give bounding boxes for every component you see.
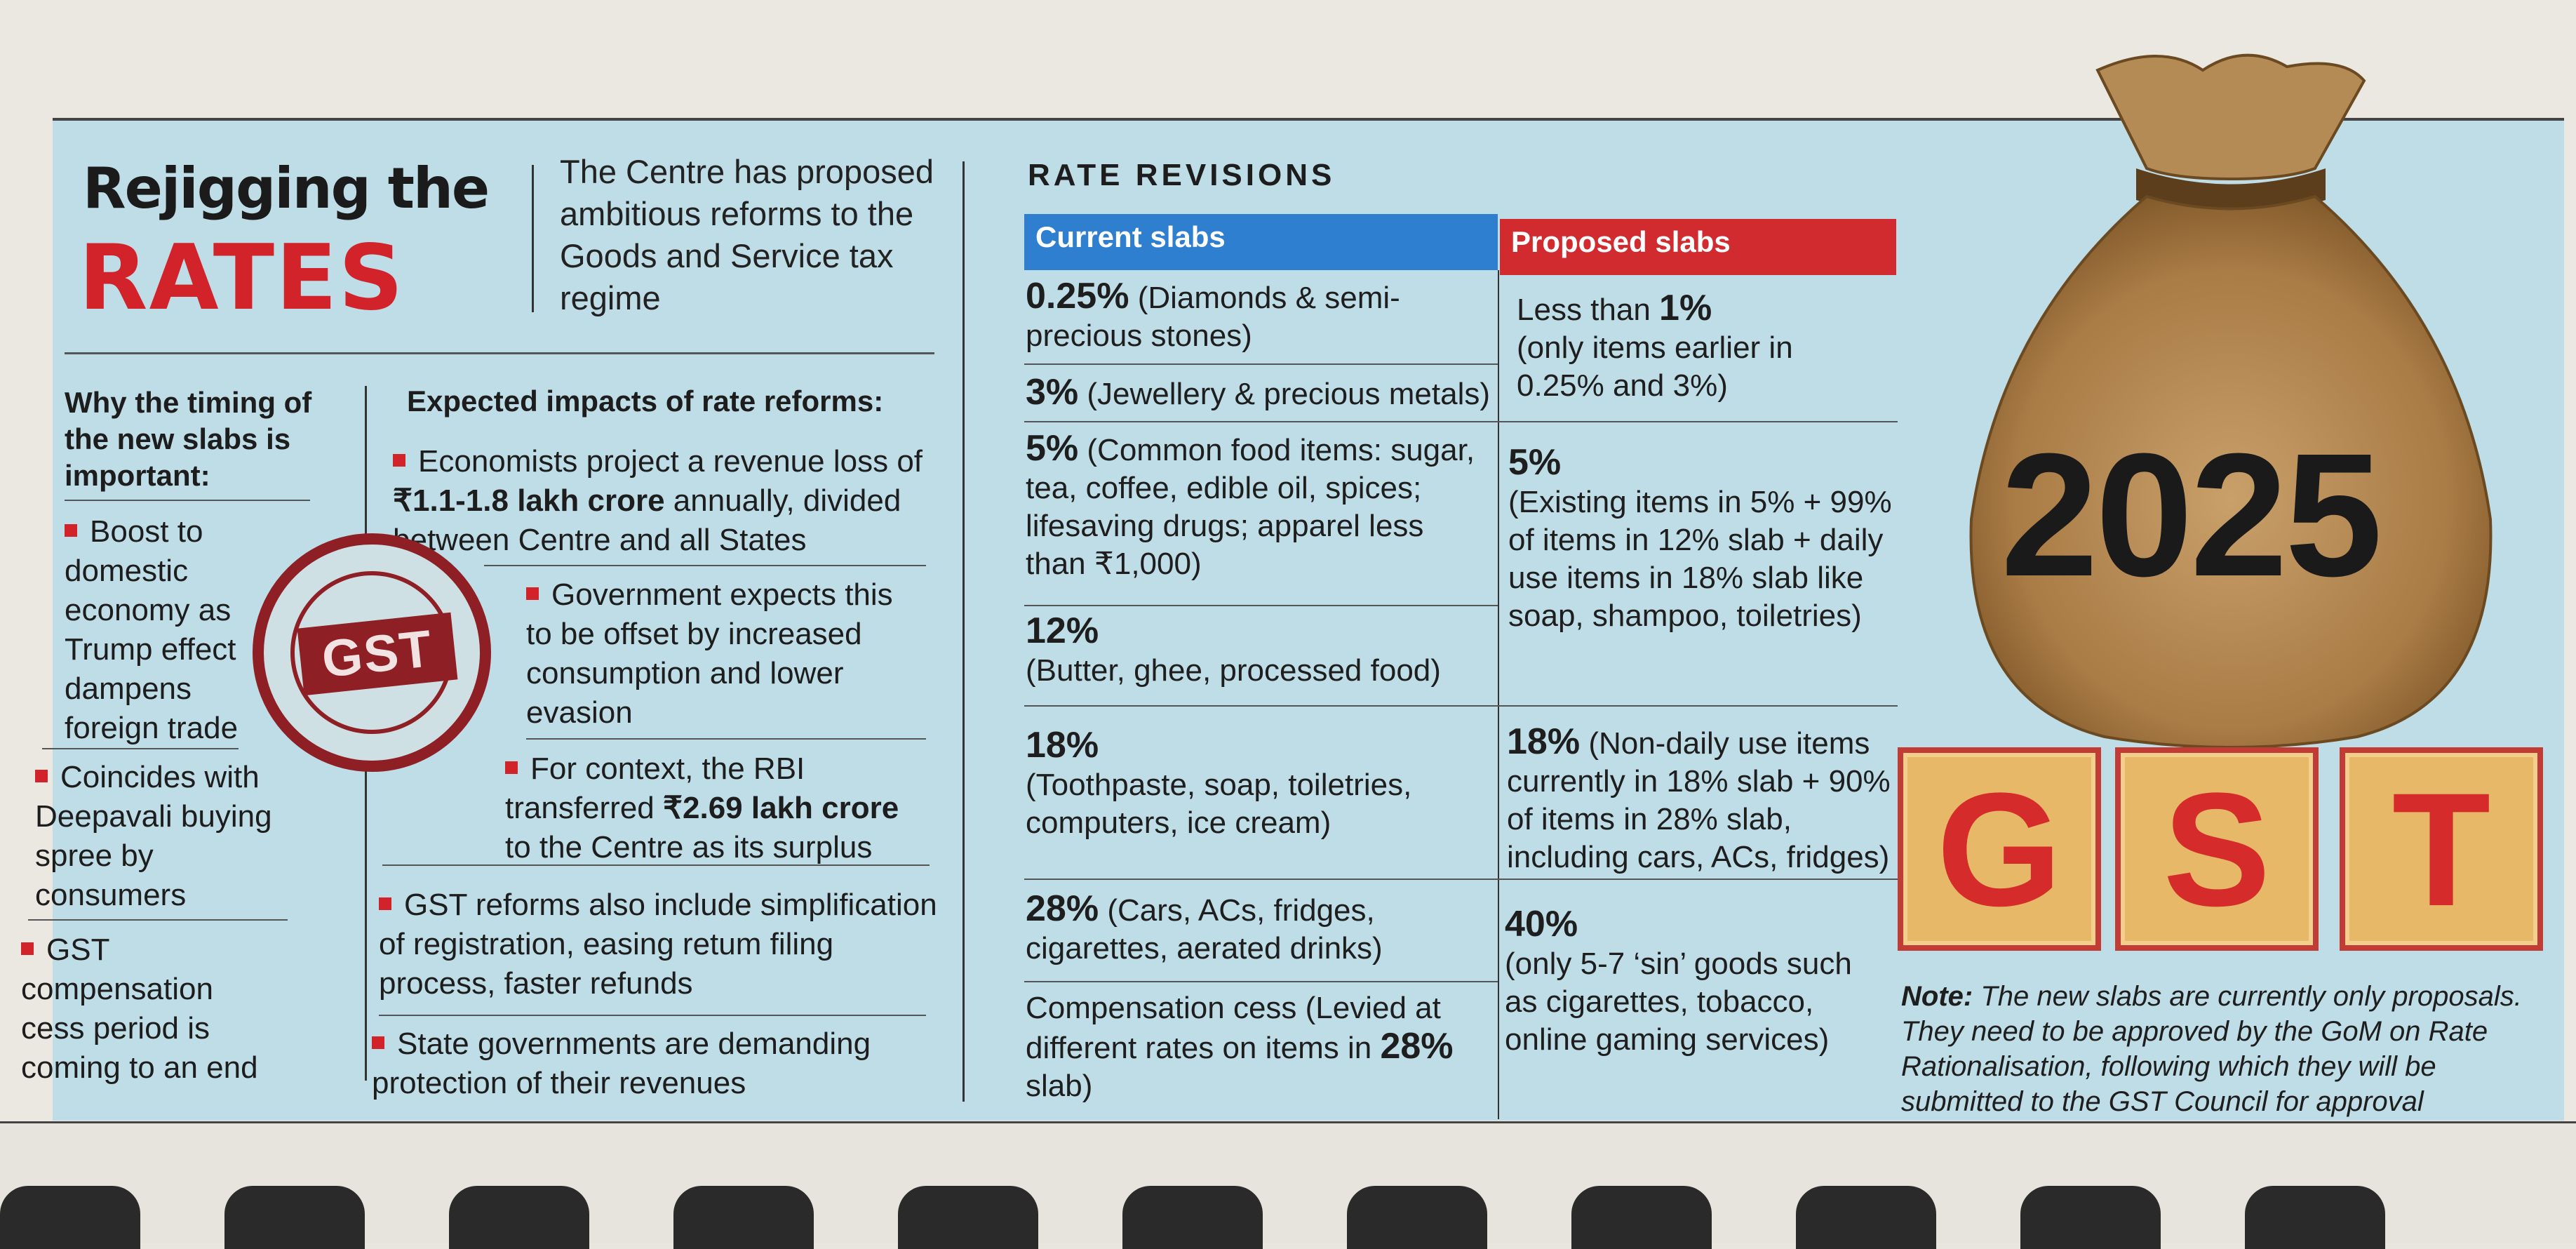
headline-line2: RATES xyxy=(79,226,405,330)
impact-item-1: Economists project a revenue loss of ₹1.… xyxy=(393,444,923,557)
row-rule xyxy=(1024,421,1898,422)
current-slab-4: 12% (Butter, ghee, processed food) xyxy=(1026,610,1441,688)
bullet-icon xyxy=(21,942,34,956)
letter-block-g: G xyxy=(1898,747,2101,951)
row-rule xyxy=(1024,879,1898,880)
why-item-2: Coincides with Deepavali buying spree by… xyxy=(35,760,272,912)
row-rule xyxy=(1024,705,1898,707)
current-slabs-header: Current slabs xyxy=(1024,214,1498,270)
bullet-icon xyxy=(379,897,391,911)
current-slab-1: 0.25% (Diamonds & semi-precious stones) xyxy=(1026,276,1400,353)
why-heading: Why the timing of the new slabs is impor… xyxy=(65,386,312,492)
proposed-slab-2: 5% (Existing items in 5% + 99% of items i… xyxy=(1508,442,1892,633)
impact-item-5: State governments are demanding protecti… xyxy=(372,1027,871,1100)
header-rule xyxy=(65,352,934,354)
impact-item-4: GST reforms also include simplification … xyxy=(379,888,937,1001)
bag-year-label: 2025 xyxy=(2001,417,2382,613)
rates-heading: RATE REVISIONS xyxy=(1028,158,1336,192)
proposed-slab-1: Less than 1% (only items earlier in 0.25%… xyxy=(1517,288,1793,403)
letter-block-s: S xyxy=(2115,747,2319,951)
row-rule xyxy=(1024,981,1498,982)
why-item-1: Boost to domestic economy as Trump effec… xyxy=(65,514,239,745)
bullet-icon xyxy=(526,587,539,601)
money-bag-icon xyxy=(1894,28,2568,765)
row-rule xyxy=(1024,605,1498,606)
impact-rule-2 xyxy=(526,738,926,740)
impact-item-3: For context, the RBI transferred ₹2.69 l… xyxy=(505,752,899,864)
next-headline-fragment xyxy=(0,1186,2576,1249)
proposed-slabs-header: Proposed slabs xyxy=(1500,219,1896,275)
impact-item-2: Government expects this to be offset by … xyxy=(526,577,893,730)
rates-divider xyxy=(962,161,965,1102)
intro-text: The Centre has proposed ambitious reform… xyxy=(560,153,934,316)
current-slab-7: Compensation cess (Levied at different r… xyxy=(1026,991,1454,1103)
note-text: Note: The new slabs are currently only p… xyxy=(1901,981,2522,1117)
row-rule xyxy=(1024,363,1498,365)
why-rule-2 xyxy=(42,748,239,749)
bullet-icon xyxy=(35,770,48,783)
why-rule-1 xyxy=(65,500,310,501)
header-divider xyxy=(532,165,534,312)
why-item-3: GST compensation cess period is coming t… xyxy=(21,933,258,1085)
current-slab-6: 28% (Cars, ACs, fridges, cigarettes, aer… xyxy=(1026,888,1383,966)
impact-rule-3 xyxy=(382,864,930,866)
impact-rule-1 xyxy=(484,565,926,566)
bullet-icon xyxy=(505,761,518,775)
letter-block-t: T xyxy=(2340,747,2543,951)
table-column-divider xyxy=(1498,270,1499,1119)
current-slab-3: 5% (Common food items: sugar, tea, coffe… xyxy=(1026,428,1475,581)
proposed-slab-3: 18% (Non-daily use items currently in 18… xyxy=(1507,721,1891,874)
current-slab-2: 3% (Jewellery & precious metals) xyxy=(1026,372,1491,413)
impacts-heading: Expected impacts of rate reforms: xyxy=(407,385,884,418)
proposed-slab-4: 40% (only 5-7 ‘sin’ goods such as cigaret… xyxy=(1505,904,1852,1057)
bullet-icon xyxy=(372,1036,384,1050)
bullet-icon xyxy=(393,454,405,467)
impact-rule-4 xyxy=(379,1015,926,1016)
headline-line1: Rejigging the xyxy=(83,156,490,221)
bullet-icon xyxy=(65,524,77,537)
why-rule-3 xyxy=(28,919,288,921)
current-slab-5: 18% (Toothpaste, soap, toiletries, comput… xyxy=(1026,725,1412,840)
panel-bottom-rule xyxy=(0,1121,2576,1123)
gst-stamp-icon: GST xyxy=(253,533,491,772)
